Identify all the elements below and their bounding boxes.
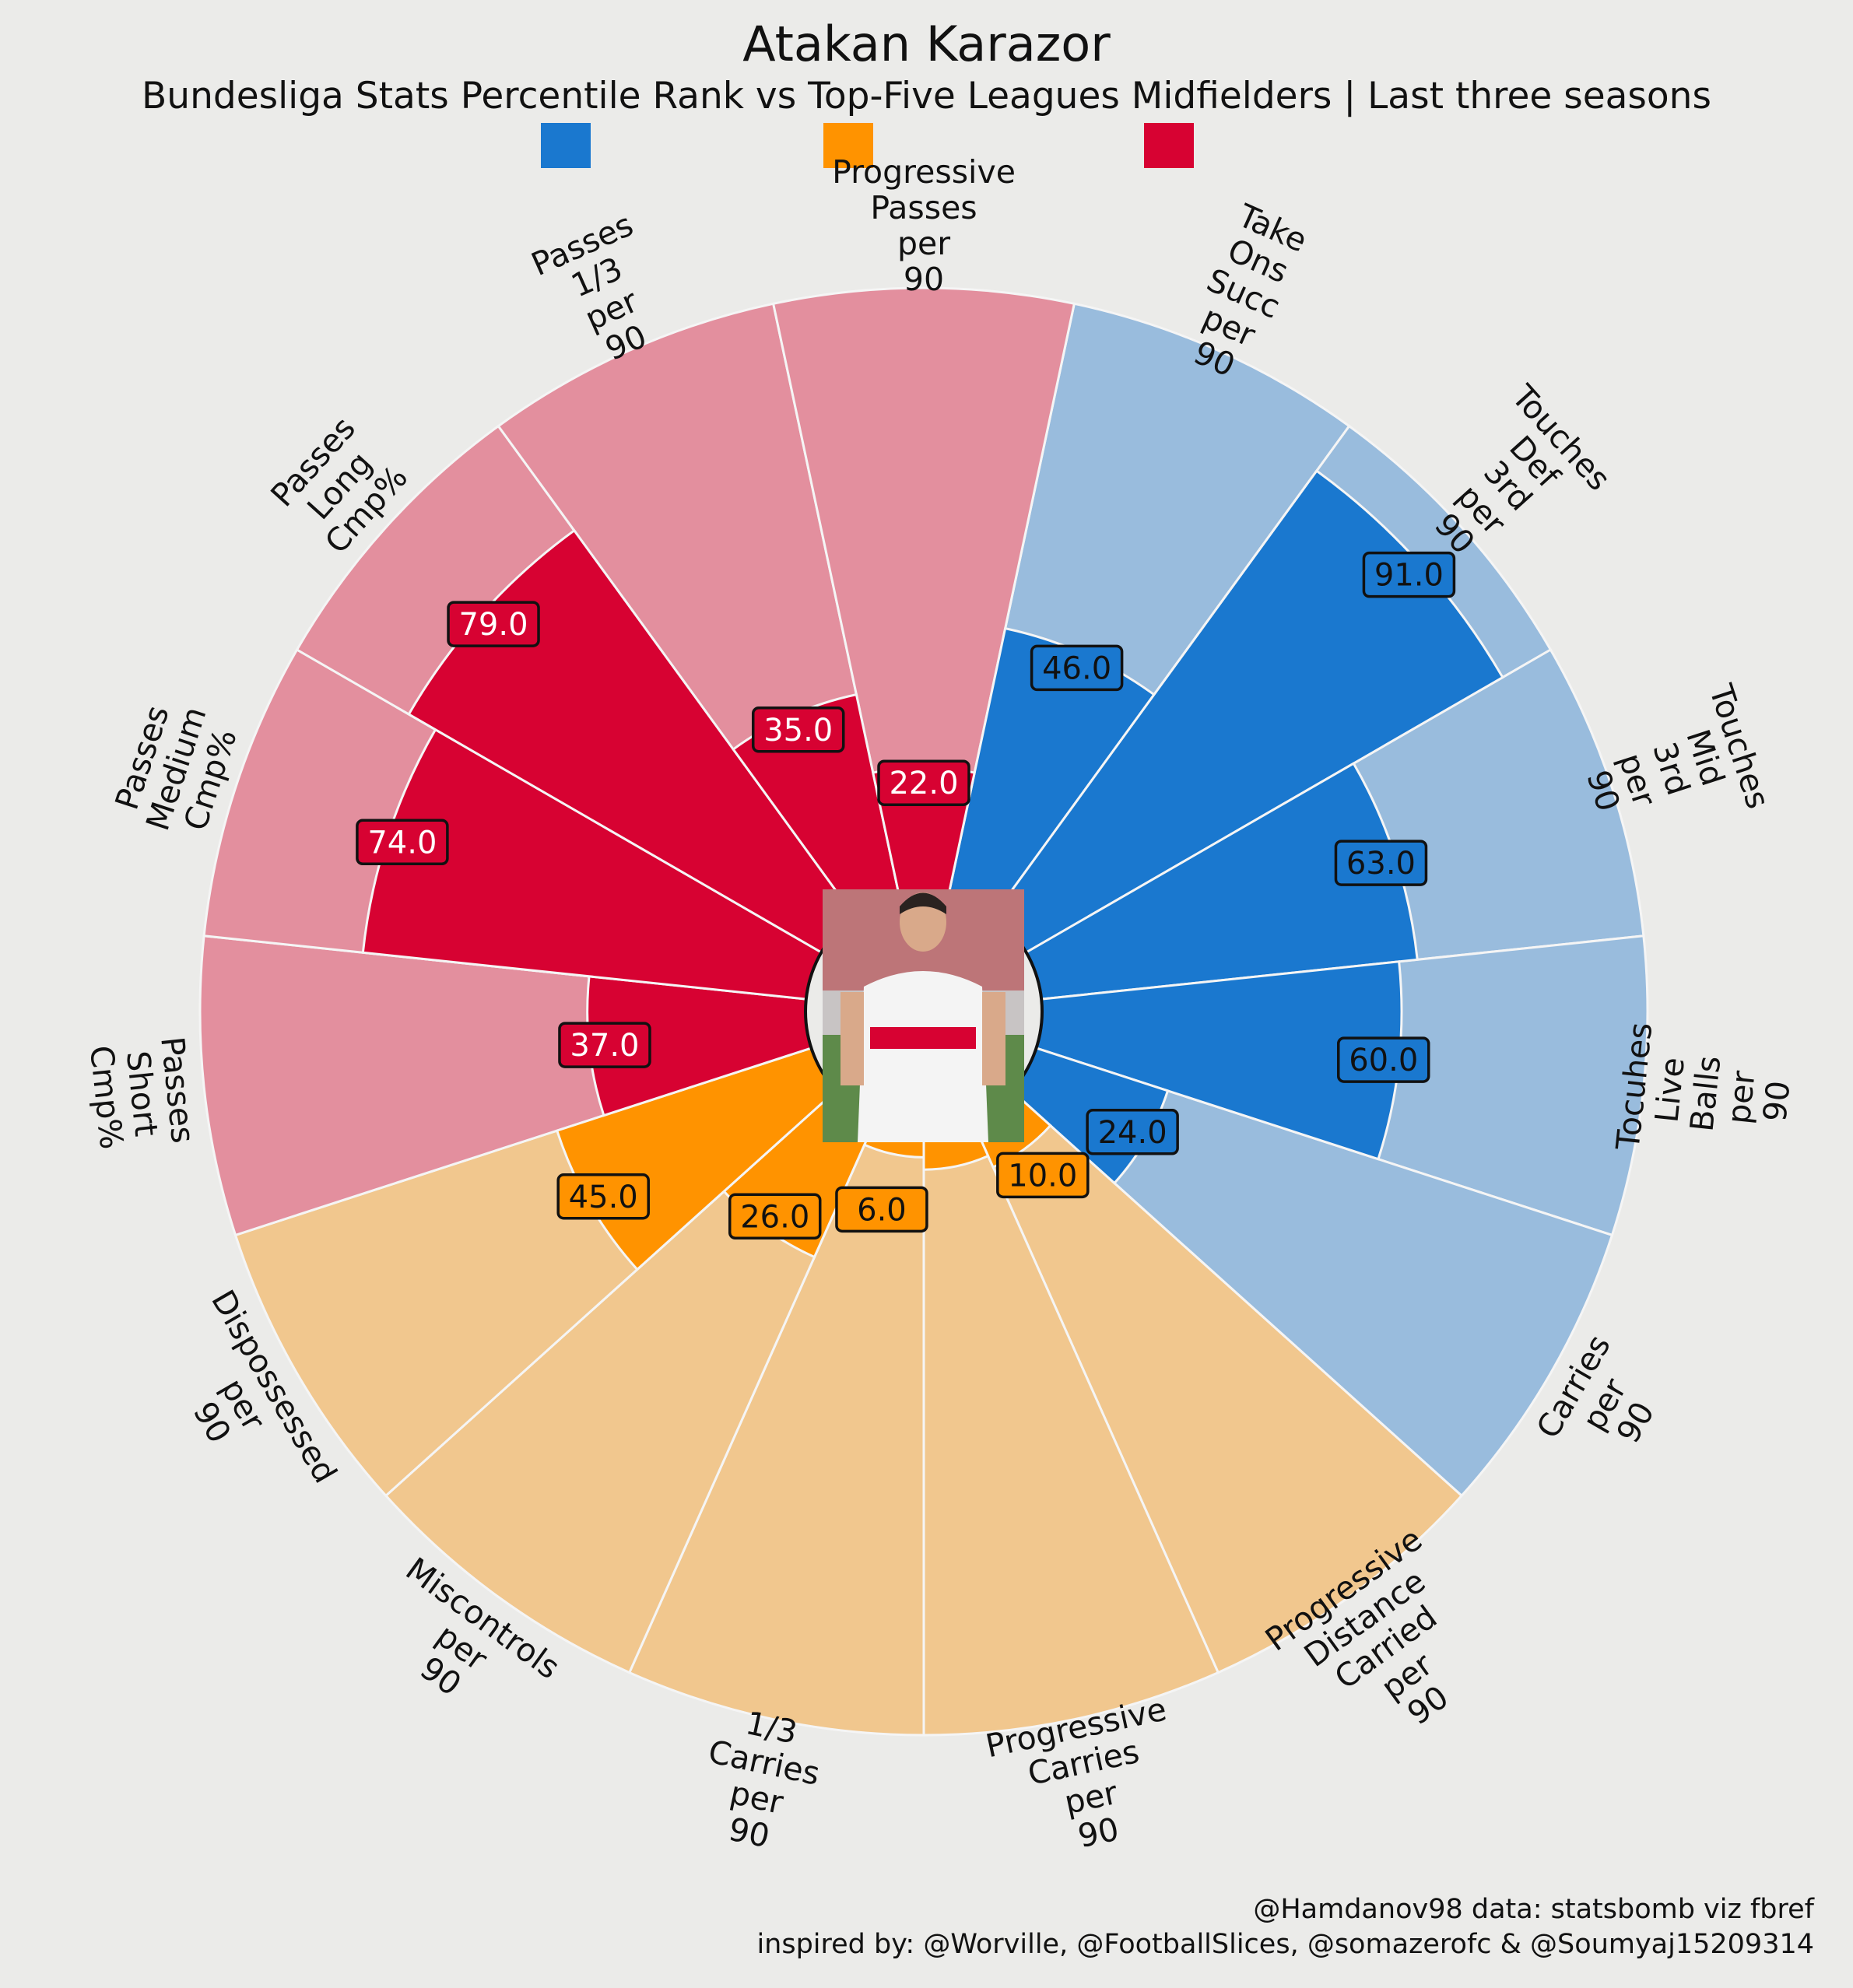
value-text: 91.0 [1374,558,1444,594]
value-label: 45.0 [556,1173,650,1220]
value-label: 60.0 [1336,1036,1430,1083]
value-box [1086,1109,1179,1155]
value-label: 74.0 [356,819,449,866]
value-box [447,601,540,647]
category-label-line: Passes [870,189,977,226]
value-box [877,759,970,806]
category-label-line: Live [1648,1056,1691,1124]
value-label: 35.0 [751,706,845,753]
legend-swatch [541,123,591,168]
legend [541,123,1194,168]
value-label: 63.0 [1334,840,1428,886]
value-box [356,819,449,866]
category-label: PassesShortCmp% [82,1035,202,1152]
value-text: 63.0 [1346,846,1416,882]
category-label-line: 90 [1075,1811,1122,1856]
value-box [728,1193,822,1240]
category-label-line: 90 [725,1811,773,1856]
category-label-line: Balls [1683,1054,1728,1134]
category-label: Progressive Passes per 90 [832,153,1016,298]
value-label: 6.0 [835,1186,928,1233]
chart-subtitle: Bundesliga Stats Percentile Rank vs Top-… [142,75,1711,117]
value-box [751,706,845,753]
category-label: TocuhesLiveBallsper90 [1609,1021,1802,1168]
category-label-line: 90 [1756,1079,1797,1124]
value-box [556,1173,650,1220]
center-area [804,889,1044,1142]
value-text: 6.0 [857,1192,907,1228]
value-label: 26.0 [728,1193,822,1240]
category-label-line: per [897,225,950,262]
value-text: 10.0 [1008,1158,1077,1194]
value-label: 91.0 [1362,551,1456,598]
value-text: 79.0 [458,607,528,643]
value-label: 37.0 [558,1022,651,1068]
category-label-line: 90 [904,261,944,298]
player-photo [823,889,1024,1142]
category-label-line: Progressive [832,153,1016,191]
value-labels: 46.0 91.0 63.0 60.0 24.0 10.0 6.0 26.0 45.0 37.0 7… [356,551,1456,1240]
value-label: 10.0 [996,1152,1090,1199]
value-text: 26.0 [740,1199,809,1235]
value-text: 60.0 [1349,1043,1418,1078]
value-box [996,1152,1090,1199]
value-text: 35.0 [763,713,833,749]
value-box [1362,551,1456,598]
value-box [558,1022,651,1068]
value-text: 46.0 [1042,650,1111,686]
value-box [835,1186,928,1233]
legend-swatch [1144,123,1194,168]
legend-swatch [823,123,873,168]
value-label: 46.0 [1030,644,1124,692]
value-label: 24.0 [1086,1109,1179,1155]
credit-line-1: @Hamdanov98 data: statsbomb viz fbref [1253,1894,1814,1925]
chart-title: Atakan Karazor [742,16,1111,72]
category-label-line: Short [119,1049,165,1138]
credit-text: @Hamdanov98 data: statsbomb viz fbref in… [756,1892,1814,1962]
value-box [1336,1036,1430,1083]
value-label: 22.0 [877,759,970,806]
category-label-line: per [1720,1069,1763,1126]
value-box [1030,644,1124,692]
value-text: 45.0 [569,1180,638,1215]
credit-line-2: inspired by: @Worville, @FootballSlices,… [756,1929,1814,1960]
value-text: 22.0 [889,766,958,801]
value-box [1334,840,1428,886]
value-label: 79.0 [447,601,540,647]
value-text: 37.0 [570,1028,639,1064]
value-text: 74.0 [367,825,437,861]
value-text: 24.0 [1098,1115,1167,1151]
